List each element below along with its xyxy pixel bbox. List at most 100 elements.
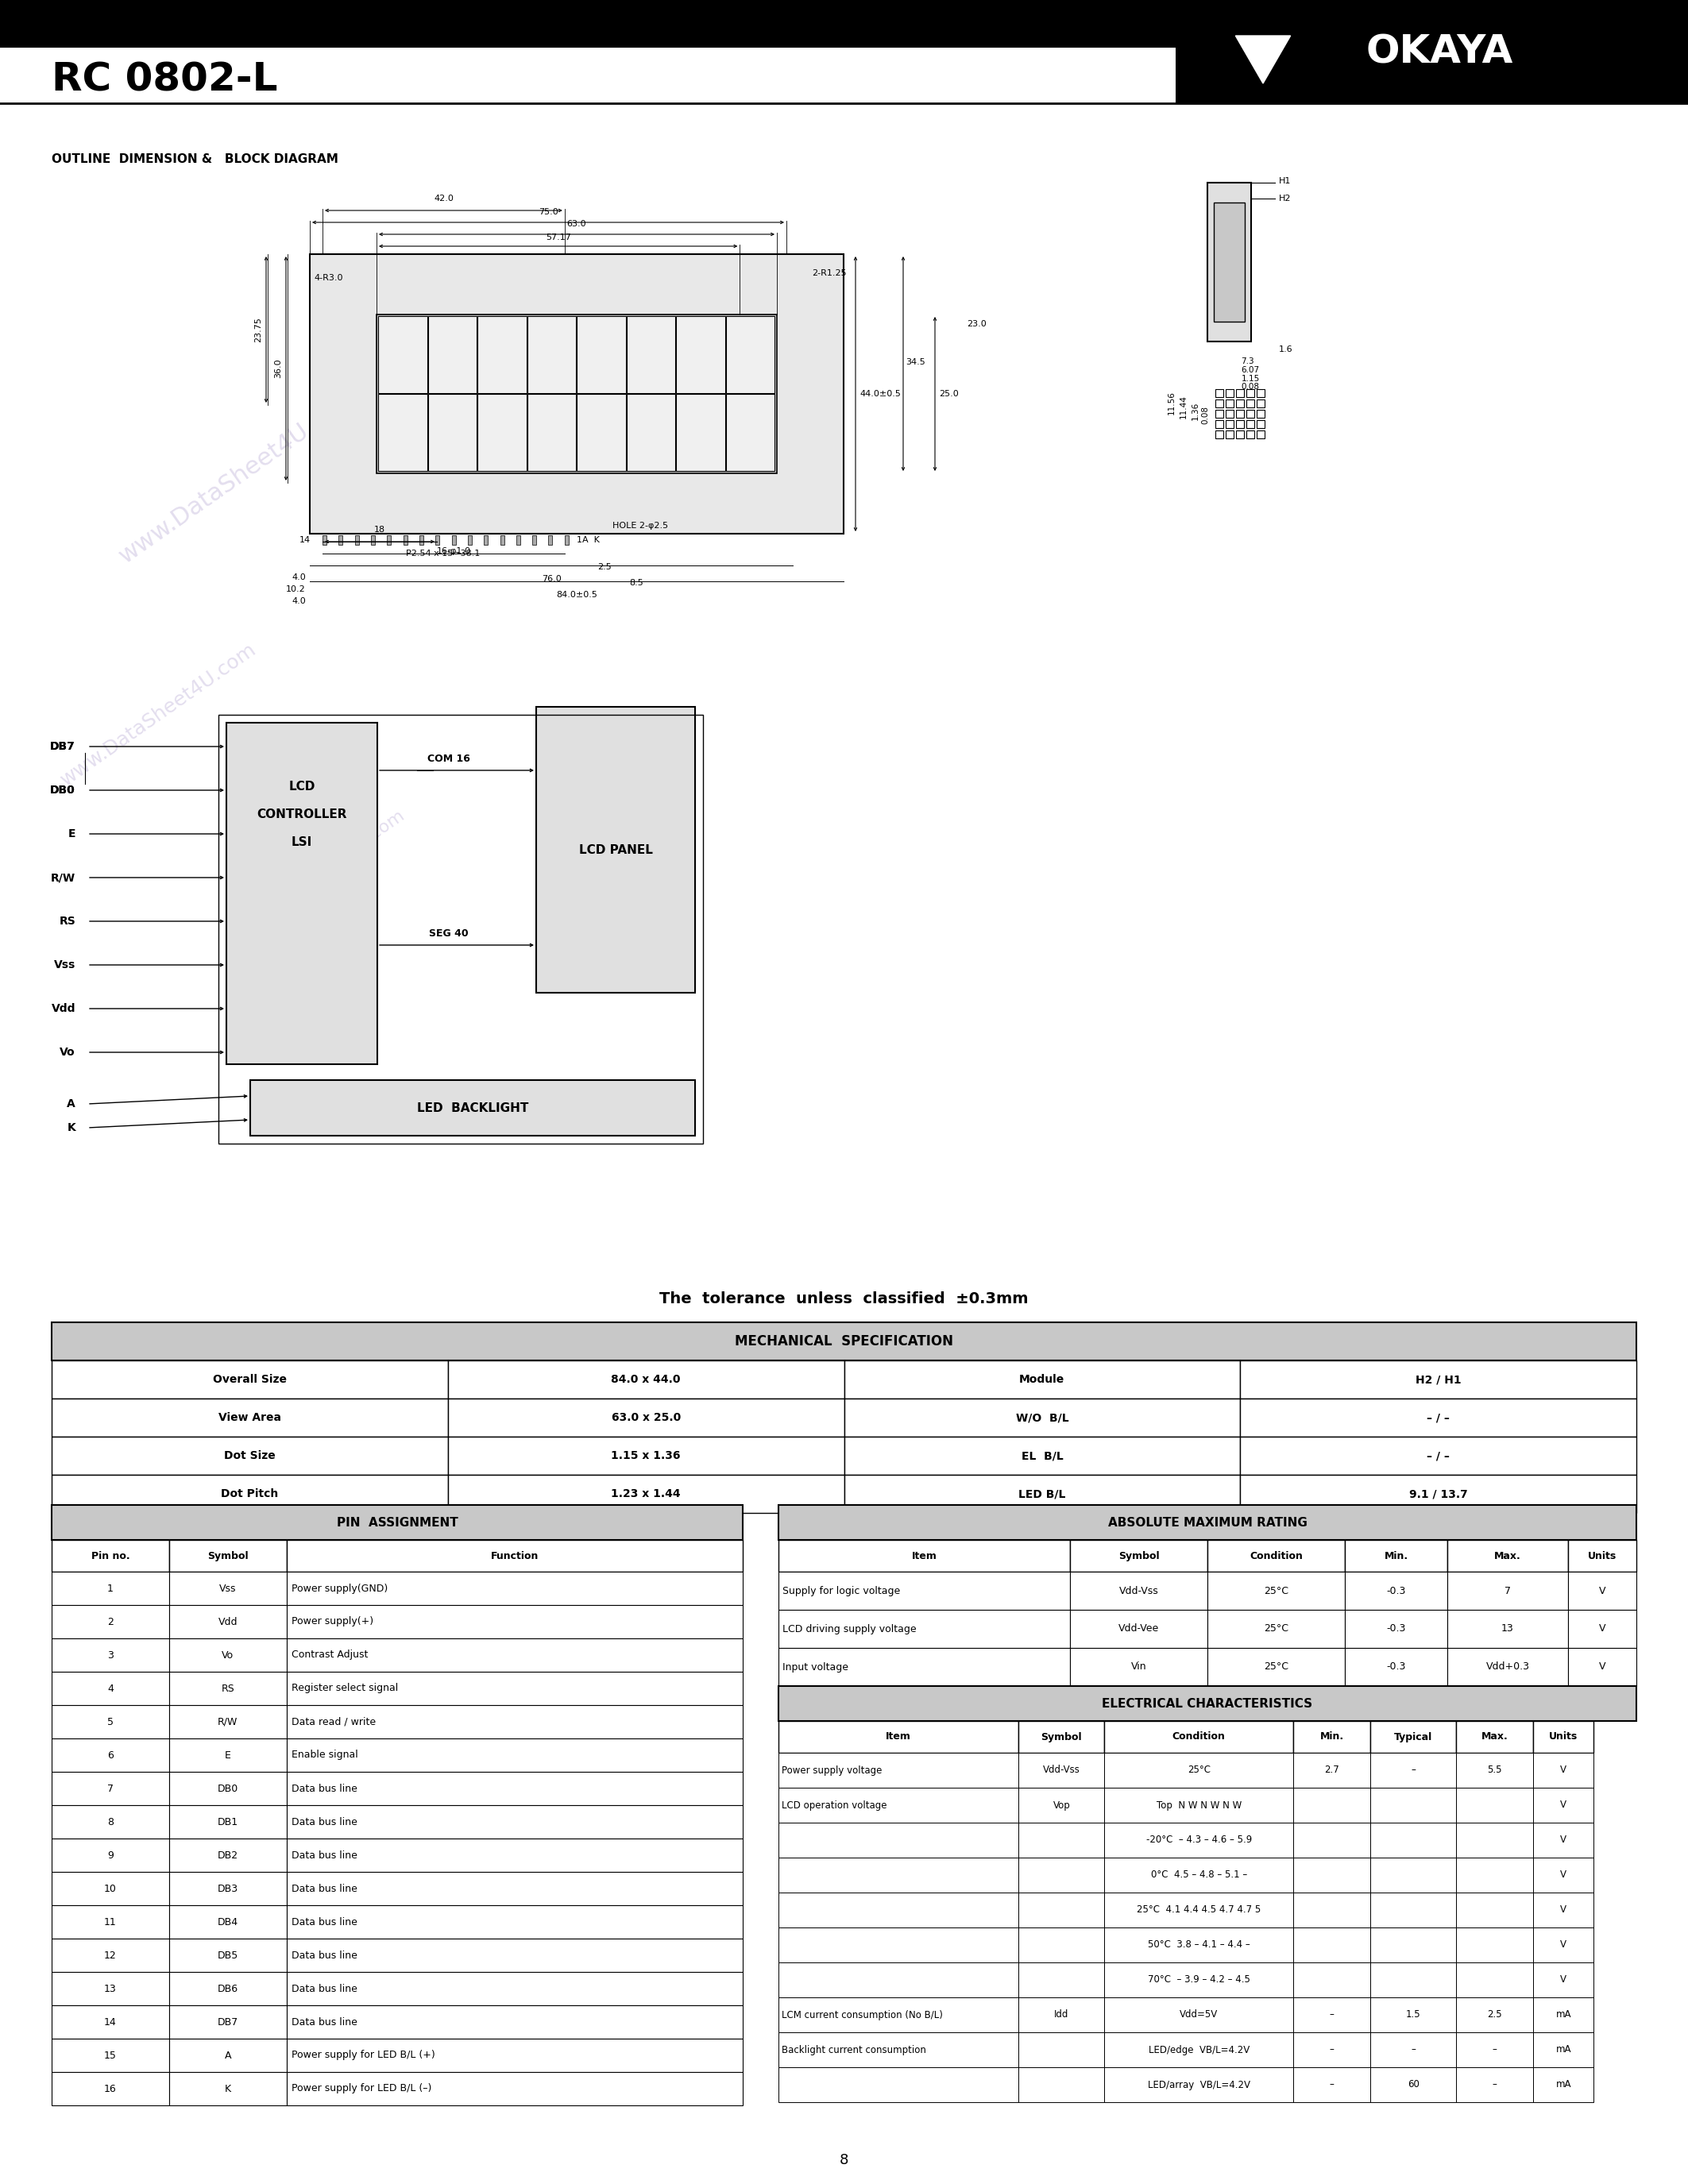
Text: LED B/L: LED B/L — [1018, 1487, 1065, 1500]
Bar — [1246, 400, 1254, 408]
Text: 34.5: 34.5 — [905, 358, 925, 367]
Text: 4.0: 4.0 — [292, 596, 306, 605]
Bar — [1104, 1721, 1293, 1754]
Bar — [1568, 1610, 1636, 1649]
Text: Units: Units — [1588, 1551, 1617, 1562]
Bar — [287, 1638, 743, 1671]
Bar — [1293, 1894, 1371, 1928]
Bar — [169, 1638, 287, 1671]
Text: www.DataSheet4U.com: www.DataSheet4U.com — [57, 640, 260, 791]
Bar — [778, 1928, 1018, 1963]
Bar — [1256, 400, 1264, 408]
Bar — [1018, 1963, 1104, 1998]
Bar — [1070, 1572, 1207, 1610]
Bar — [1236, 411, 1244, 417]
Text: Data bus line: Data bus line — [292, 1950, 358, 1961]
Bar — [169, 1904, 287, 1939]
Text: 23.0: 23.0 — [967, 321, 986, 328]
Text: 9.1 / 13.7: 9.1 / 13.7 — [1409, 1487, 1467, 1500]
Bar — [1256, 389, 1264, 397]
Text: Data bus line: Data bus line — [292, 1883, 358, 1894]
Text: OKAYA: OKAYA — [1366, 33, 1514, 70]
Bar — [427, 393, 476, 472]
Text: 10.2: 10.2 — [287, 585, 306, 594]
Text: ABSOLUTE MAXIMUM RATING: ABSOLUTE MAXIMUM RATING — [1107, 1516, 1307, 1529]
Text: RS: RS — [221, 1684, 235, 1693]
Text: Supply for logic voltage: Supply for logic voltage — [783, 1586, 900, 1597]
Bar — [387, 535, 392, 544]
Bar — [778, 1721, 1018, 1754]
Text: 44.0±0.5: 44.0±0.5 — [859, 391, 901, 397]
Bar — [1345, 1610, 1448, 1649]
Text: View Area: View Area — [218, 1413, 282, 1424]
Text: Max.: Max. — [1482, 1732, 1507, 1743]
Text: H2 / H1: H2 / H1 — [1415, 1374, 1462, 1385]
Bar — [287, 1540, 743, 1572]
Bar — [169, 1706, 287, 1738]
Text: V: V — [1560, 1765, 1566, 1776]
Bar — [1070, 1540, 1207, 1572]
Text: Data bus line: Data bus line — [292, 1850, 358, 1861]
Bar — [52, 1706, 169, 1738]
Bar — [339, 535, 343, 544]
Text: 1.6: 1.6 — [1280, 345, 1293, 354]
Bar — [1457, 1789, 1533, 1824]
Bar — [1018, 1754, 1104, 1789]
Bar — [1236, 430, 1244, 439]
Text: 14: 14 — [299, 535, 311, 544]
Bar — [1371, 2068, 1457, 2103]
Text: K: K — [68, 1123, 76, 1133]
Text: Power supply(+): Power supply(+) — [292, 1616, 373, 1627]
Bar — [1533, 1789, 1593, 1824]
Text: RC 0802-L: RC 0802-L — [52, 61, 277, 98]
Text: –: – — [1492, 2044, 1497, 2055]
Text: The  tolerance  unless  classified  ±0.3mm: The tolerance unless classified ±0.3mm — [658, 1291, 1028, 1306]
Bar — [371, 535, 375, 544]
Text: –: – — [1492, 2079, 1497, 2090]
Text: DB3: DB3 — [218, 1883, 238, 1894]
Text: 1: 1 — [108, 1583, 113, 1594]
Bar — [1448, 1649, 1568, 1686]
Bar — [1241, 1437, 1636, 1474]
Bar — [778, 1998, 1018, 2033]
Bar — [1371, 1824, 1457, 1859]
Bar — [1215, 430, 1224, 439]
Bar — [778, 1505, 1636, 1540]
Bar — [1293, 1789, 1371, 1824]
Bar — [1207, 1649, 1345, 1686]
Bar — [287, 1605, 743, 1638]
Bar — [311, 253, 844, 533]
Bar — [1448, 1610, 1568, 1649]
Bar — [52, 1771, 169, 1806]
Bar — [52, 1939, 169, 1972]
Text: 8: 8 — [839, 2153, 847, 2167]
Text: 0.08: 0.08 — [1241, 382, 1259, 391]
Bar — [1018, 1721, 1104, 1754]
Bar — [478, 393, 527, 472]
Bar — [1215, 389, 1224, 397]
Text: Condition: Condition — [1249, 1551, 1303, 1562]
Bar — [1293, 1859, 1371, 1894]
Bar — [287, 2005, 743, 2038]
Bar — [1371, 1789, 1457, 1824]
Text: V: V — [1599, 1623, 1605, 1634]
Text: 42.0: 42.0 — [434, 194, 454, 203]
Bar — [1457, 1859, 1533, 1894]
Text: DB0: DB0 — [51, 784, 76, 795]
Text: – / –: – / – — [1426, 1413, 1450, 1424]
Bar — [1246, 430, 1254, 439]
Text: 1.23 x 1.44: 1.23 x 1.44 — [611, 1487, 680, 1500]
Bar — [1215, 400, 1224, 408]
Bar — [52, 2005, 169, 2038]
Bar — [447, 1474, 844, 1514]
Text: DB7: DB7 — [51, 740, 76, 751]
Text: W/O  B/L: W/O B/L — [1016, 1413, 1069, 1424]
Bar — [1104, 1963, 1293, 1998]
Bar — [1241, 1361, 1636, 1398]
Text: Vdd+0.3: Vdd+0.3 — [1485, 1662, 1529, 1673]
Bar — [354, 535, 360, 544]
Bar — [778, 1754, 1018, 1789]
Text: LED/edge  VB/L=4.2V: LED/edge VB/L=4.2V — [1148, 2044, 1249, 2055]
Bar — [1207, 183, 1251, 341]
Text: Vdd=5V: Vdd=5V — [1180, 2009, 1219, 2020]
